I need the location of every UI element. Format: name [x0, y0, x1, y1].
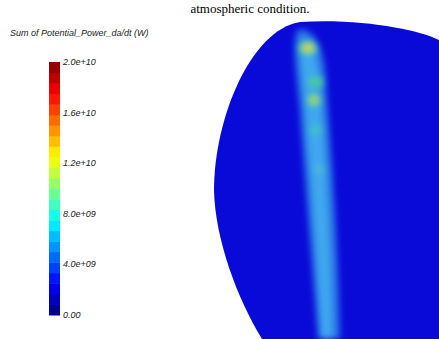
- svg-text:0.00: 0.00: [63, 310, 81, 320]
- svg-text:1.6e+10: 1.6e+10: [63, 108, 96, 118]
- svg-text:2.0e+10: 2.0e+10: [62, 57, 96, 67]
- svg-text:Sum of Potential_Power_da/dt (: Sum of Potential_Power_da/dt (W): [10, 28, 149, 38]
- svg-text:8.0e+09: 8.0e+09: [63, 209, 96, 219]
- svg-text:4.0e+09: 4.0e+09: [63, 259, 96, 269]
- svg-text:1.2e+10: 1.2e+10: [63, 158, 96, 168]
- svg-text:atmospheric condition.: atmospheric condition.: [190, 1, 309, 16]
